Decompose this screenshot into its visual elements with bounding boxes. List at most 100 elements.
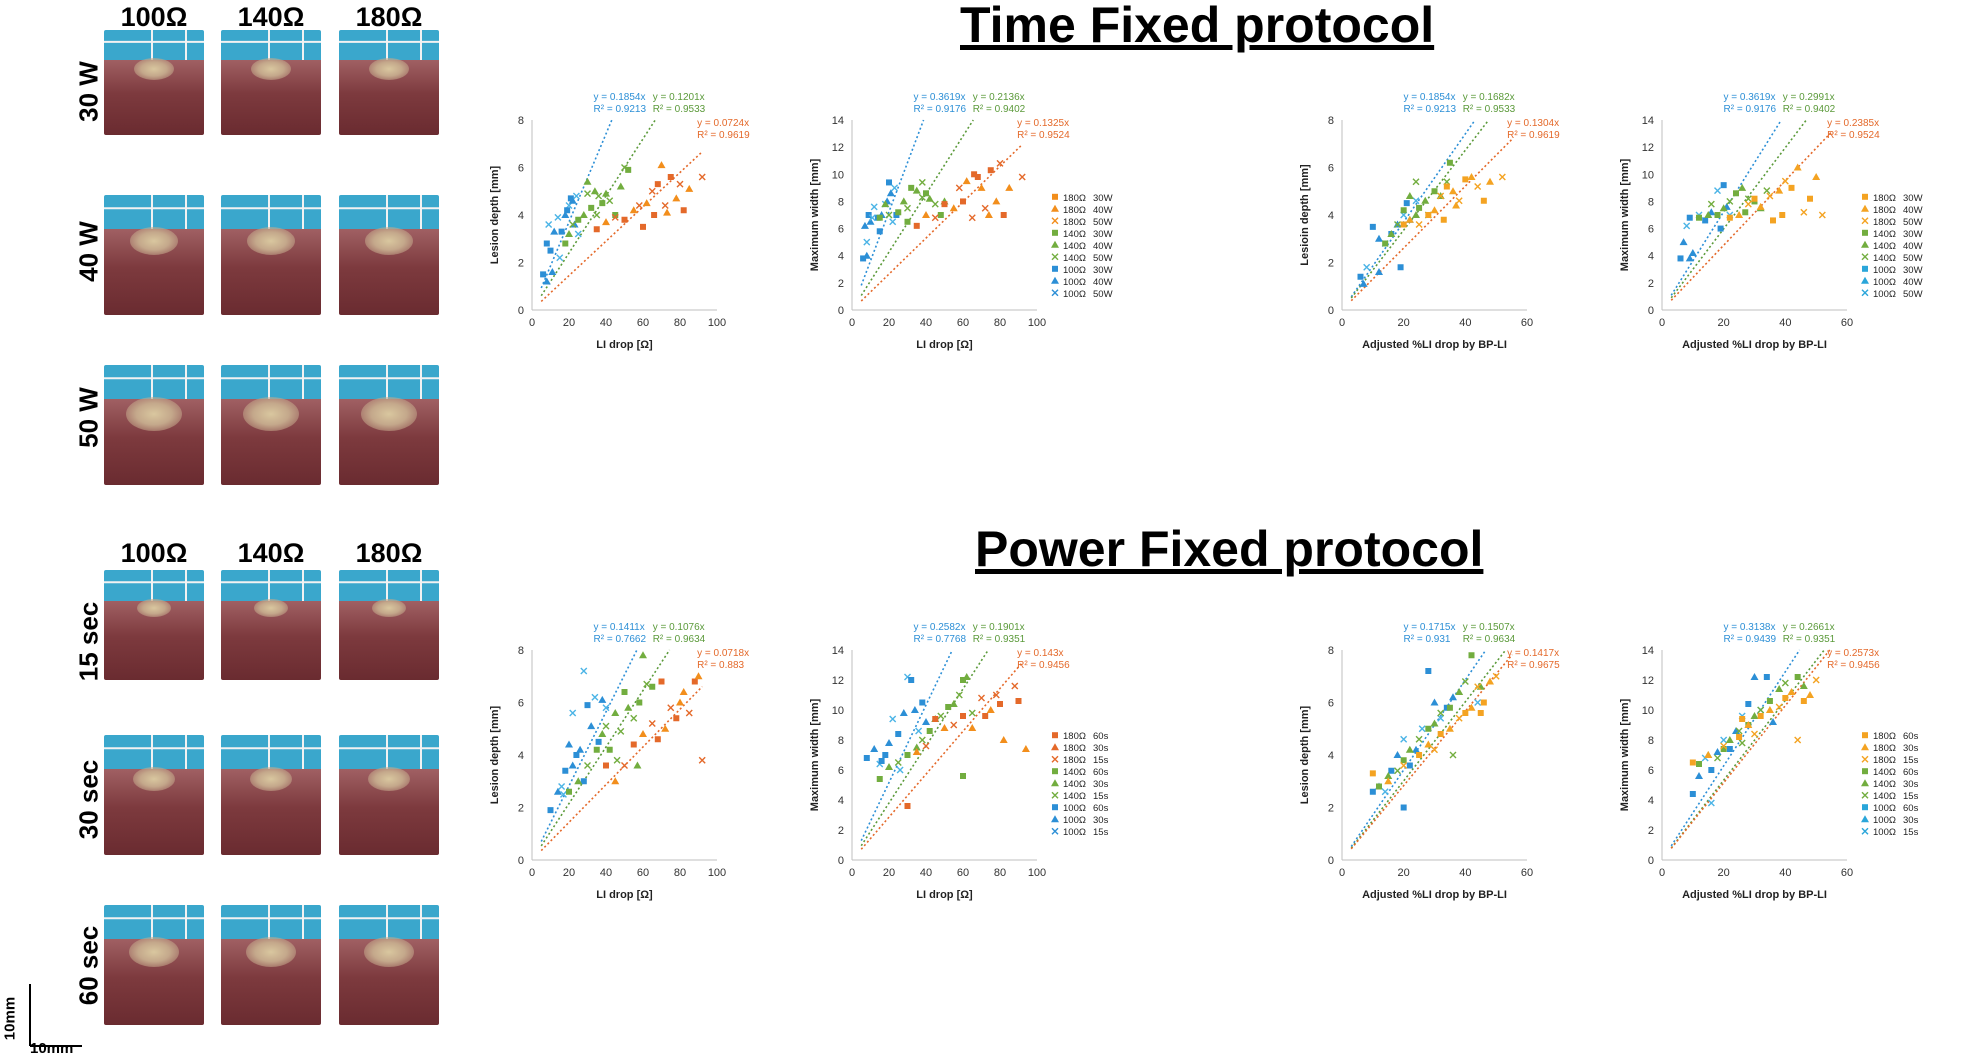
trendline: [860, 649, 989, 847]
data-point: [603, 762, 609, 769]
data-point: [1405, 745, 1414, 753]
data-point: [876, 776, 883, 782]
legend-marker: [1051, 755, 1059, 763]
legend-sublabel: 40W: [1093, 205, 1113, 216]
data-point: [977, 183, 986, 191]
x-tick-label: 40: [600, 867, 612, 879]
x-tick-label: 0: [1339, 867, 1345, 879]
data-point: [1720, 746, 1727, 752]
data-point: [992, 691, 1000, 699]
y-tick-label: 14: [1642, 645, 1654, 657]
data-point: [574, 230, 582, 238]
data-point: [1357, 273, 1364, 280]
data-point: [1799, 682, 1808, 689]
data-point: [630, 714, 638, 722]
data-point: [595, 738, 602, 745]
data-point: [1720, 736, 1728, 744]
legend-marker: [1052, 265, 1058, 272]
data-point: [886, 179, 892, 186]
trendline-r2: R² = 0.9533: [653, 104, 706, 115]
chart-power-adjusted-depth: 0 20 40 60 0 2 4 6 8 Adjusted %LI drop by BP-LI Le…: [1299, 622, 1560, 901]
x-tick-label: 0: [1659, 867, 1665, 879]
tissue-photo: [221, 905, 321, 1025]
data-point: [559, 790, 567, 798]
data-point: [949, 204, 958, 212]
trendline-equation: y = 0.0724x: [697, 118, 749, 129]
data-point: [1400, 762, 1408, 769]
y-tick-label: 8: [518, 645, 524, 657]
data-point: [572, 192, 580, 200]
data-point: [1400, 207, 1407, 214]
legend-marker: [1051, 217, 1059, 225]
data-point: [931, 214, 939, 222]
legend-label: 100Ω: [1063, 827, 1086, 838]
data-point: [661, 202, 669, 209]
data-point: [1477, 710, 1484, 716]
y-tick-label: 6: [1328, 163, 1334, 175]
data-point: [1744, 721, 1753, 728]
legend-label: 180Ω: [1873, 743, 1896, 754]
data-point: [1445, 724, 1454, 732]
tissue-photo: [221, 195, 321, 315]
y-axis-label: Lesion depth [mm]: [1299, 705, 1311, 804]
legend-label: 100Ω: [1063, 289, 1086, 300]
data-point: [1739, 716, 1746, 722]
tissue-photo: [104, 570, 204, 680]
data-point: [1455, 688, 1464, 695]
data-point: [881, 200, 890, 208]
legend-marker: [1861, 743, 1869, 751]
data-point: [611, 213, 619, 221]
data-point: [1446, 159, 1453, 166]
trendline: [540, 119, 613, 289]
trendline: [1670, 130, 1833, 301]
data-point: [945, 704, 952, 710]
data-point: [550, 227, 559, 235]
y-tick-label: 6: [1648, 765, 1654, 777]
trendline: [540, 649, 671, 847]
data-point: [926, 728, 933, 734]
data-point: [1394, 221, 1401, 228]
data-point: [918, 736, 926, 744]
x-tick-label: 20: [883, 867, 895, 879]
legend-sublabel: 60s: [1903, 803, 1919, 814]
data-point: [904, 752, 911, 758]
trendline-r2: R² = 0.9176: [914, 104, 967, 115]
y-tick-label: 4: [518, 750, 524, 762]
data-point: [996, 159, 1004, 167]
legend-label: 140Ω: [1873, 779, 1896, 790]
legend-sublabel: 50W: [1903, 289, 1923, 300]
legend-sublabel: 60s: [1093, 731, 1109, 742]
legend-sublabel: 30s: [1903, 743, 1919, 754]
data-point: [1812, 676, 1820, 684]
data-point: [1018, 173, 1026, 181]
legend-marker: [1861, 289, 1869, 297]
data-point: [1369, 223, 1376, 230]
data-point: [937, 712, 945, 720]
legend-marker: [1862, 732, 1868, 739]
data-point: [968, 709, 976, 717]
data-point: [584, 190, 591, 198]
data-point: [922, 211, 930, 218]
legend-label: 180Ω: [1063, 193, 1086, 204]
data-point: [564, 207, 571, 214]
trendline: [1670, 119, 1807, 299]
trendline: [860, 143, 1023, 302]
data-point: [1766, 698, 1773, 704]
y-tick-label: 0: [1648, 305, 1654, 317]
data-point: [1696, 214, 1702, 221]
column-label: 180Ω: [355, 2, 423, 32]
data-point: [1486, 677, 1494, 685]
legend-sublabel: 15s: [1093, 827, 1109, 838]
row-label: 30 sec: [73, 759, 104, 840]
data-point: [895, 209, 902, 216]
legend-label: 140Ω: [1063, 229, 1086, 240]
data-point: [624, 703, 633, 711]
y-tick-label: 2: [1328, 258, 1334, 270]
data-point: [1756, 202, 1765, 210]
y-tick-label: 8: [1648, 735, 1654, 747]
legend-sublabel: 40W: [1093, 277, 1113, 288]
y-tick-label: 0: [1328, 305, 1334, 317]
trendline-equation: y = 0.3138x: [1724, 622, 1776, 633]
legend-label: 140Ω: [1873, 229, 1896, 240]
y-tick-label: 2: [518, 803, 524, 815]
